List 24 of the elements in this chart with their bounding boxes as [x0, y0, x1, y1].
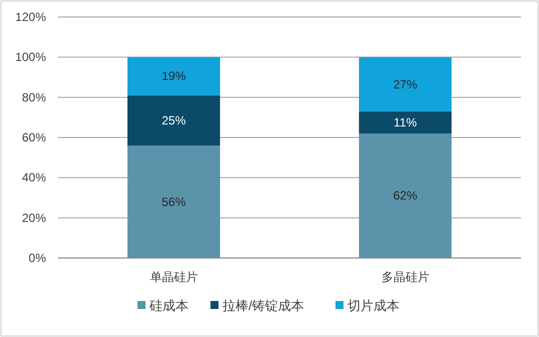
- data-label: 56%: [162, 194, 186, 209]
- legend-label: 切片成本: [348, 298, 400, 313]
- x-tick-label: 单晶硅片: [150, 270, 198, 284]
- legend-label: 硅成本: [148, 298, 188, 313]
- y-tick-label: 80%: [22, 90, 46, 104]
- x-tick-label: 多晶硅片: [381, 270, 430, 284]
- bar: [127, 146, 220, 258]
- legend-label: 拉棒/铸锭成本: [222, 298, 304, 313]
- data-label: 25%: [162, 113, 186, 128]
- bar: [127, 57, 220, 96]
- y-tick-label: 120%: [15, 10, 46, 24]
- bar: [358, 57, 452, 112]
- y-tick-label: 100%: [15, 50, 46, 64]
- data-label: 62%: [393, 188, 418, 203]
- data-label: 19%: [162, 69, 186, 84]
- y-tick-label: 60%: [22, 130, 46, 144]
- y-tick-label: 40%: [22, 170, 46, 185]
- data-label: 11%: [394, 115, 418, 130]
- y-tick-label: 0%: [28, 251, 46, 265]
- bar: [127, 95, 220, 146]
- y-tick-label: 20%: [22, 210, 46, 225]
- data-label: 27%: [393, 77, 418, 92]
- bar: [358, 111, 452, 134]
- bar: [358, 133, 452, 258]
